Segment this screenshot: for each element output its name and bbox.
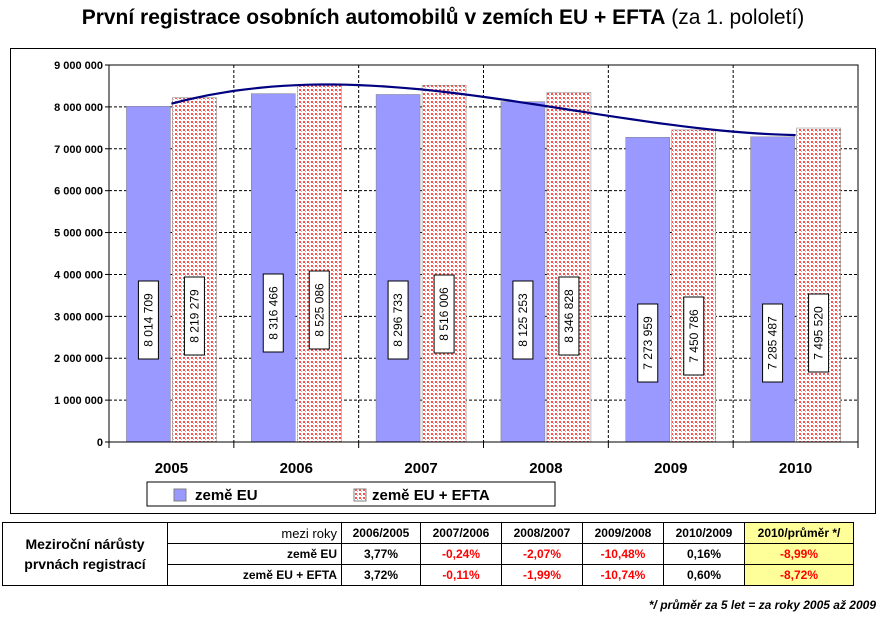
data-label: 8 346 828 — [562, 289, 576, 343]
data-label: 7 285 487 — [766, 316, 780, 370]
bar-eu-efta — [421, 85, 467, 443]
table-cell: 3,77% — [341, 543, 421, 565]
legend-label-eu-efta: země EU + EFTA — [372, 487, 490, 504]
header-mezi-roky: mezi roky — [167, 522, 342, 544]
col-header: 2007/2006 — [420, 522, 502, 544]
bar-eu — [375, 94, 421, 443]
bar-eu-efta — [172, 97, 217, 443]
table-cell: -0,11% — [420, 564, 502, 586]
data-label-box — [183, 276, 205, 356]
legend-swatch-eu — [173, 488, 187, 502]
data-label: 8 125 253 — [516, 293, 530, 347]
data-label-box — [387, 280, 409, 360]
y-tick-label: 6 000 000 — [54, 186, 103, 198]
bar-eu — [625, 137, 670, 443]
row-label: země EU — [167, 543, 342, 565]
bar-eu-efta — [546, 92, 592, 443]
data-label: 7 273 959 — [641, 316, 655, 370]
side-label-line1: Meziroční nárůsty — [25, 536, 145, 552]
x-tick-label: 2009 — [654, 460, 687, 477]
data-label: 8 219 279 — [187, 289, 201, 343]
row-label: země EU + EFTA — [167, 564, 342, 586]
y-tick-label: 9 000 000 — [54, 60, 103, 72]
y-tick-label: 8 000 000 — [54, 102, 103, 114]
table-cell: 3,72% — [341, 564, 421, 586]
bar-chart: 0 1 000 000 2 000 000 3 000 000 4 000 000 5 0… — [54, 60, 859, 507]
table-cell: -2,07% — [501, 543, 583, 565]
bar-eu-efta — [796, 127, 841, 443]
data-label-box — [137, 280, 159, 360]
table-cell: -0,24% — [420, 543, 502, 565]
col-header: 2010/2009 — [663, 522, 745, 544]
table-cell: -8,99% — [744, 543, 854, 565]
col-header: 2008/2007 — [501, 522, 583, 544]
table-cell: 0,16% — [663, 543, 745, 565]
bar-eu — [500, 101, 546, 443]
col-header: 2006/2005 — [341, 522, 421, 544]
y-tick-label: 3 000 000 — [54, 311, 103, 323]
data-label-box — [512, 280, 534, 360]
data-label-box — [433, 274, 455, 354]
data-label-box — [262, 273, 284, 353]
growth-table: Meziroční nárůsty prvnách registrací mez… — [2, 522, 854, 586]
data-label: 8 525 086 — [312, 283, 326, 337]
x-tick-label: 2010 — [779, 460, 812, 477]
y-tick-label: 2 000 000 — [54, 353, 103, 365]
data-label: 8 316 466 — [266, 286, 280, 340]
bar-eu — [126, 106, 171, 443]
table-cell: -8,72% — [744, 564, 854, 586]
legend-swatch-eu-efta — [353, 488, 367, 502]
chart-title-main: První registrace osobních automobilů v z… — [81, 6, 666, 29]
y-tick-label: 4 000 000 — [54, 269, 103, 281]
x-tick-label: 2008 — [529, 460, 562, 477]
x-tick-label: 2005 — [155, 460, 188, 477]
data-label: 8 296 733 — [391, 293, 405, 347]
legend-box — [146, 481, 556, 507]
data-label-box — [683, 296, 705, 376]
data-label-box — [308, 270, 330, 350]
data-label-box — [808, 293, 830, 373]
col-header: 2010/průměr */ — [744, 522, 854, 544]
footnote: */ průměr za 5 let = za roky 2005 až 200… — [648, 598, 876, 612]
chart-title: První registrace osobních automobilů v z… — [0, 6, 886, 30]
data-label-box — [637, 303, 659, 383]
data-label: 8 014 709 — [141, 293, 155, 347]
data-label: 8 516 006 — [437, 287, 451, 341]
data-label-box — [558, 276, 580, 356]
y-tick-label: 5 000 000 — [54, 228, 103, 240]
table-cell: -1,99% — [501, 564, 583, 586]
data-label-box — [762, 303, 784, 383]
y-tick-label: 1 000 000 — [54, 395, 103, 407]
y-tick-label: 0 — [97, 437, 103, 449]
data-label: 7 495 520 — [812, 306, 826, 360]
table-cell: -10,48% — [582, 543, 664, 565]
table-side-label: Meziroční nárůsty prvnách registrací — [2, 522, 168, 586]
bar-eu-efta — [671, 129, 716, 443]
table-cell: -10,74% — [582, 564, 664, 586]
x-tick-label: 2006 — [280, 460, 313, 477]
y-tick-label: 7 000 000 — [54, 144, 103, 156]
bar-eu — [251, 93, 296, 443]
chart-title-sub: (za 1. pololetí) — [671, 6, 805, 29]
legend-label-eu: země EU — [195, 487, 258, 504]
bar-eu — [750, 136, 795, 443]
side-label-line2: prvnách registrací — [24, 556, 146, 572]
bar-eu-efta — [297, 84, 342, 443]
data-label: 7 450 786 — [687, 309, 701, 363]
col-header: 2009/2008 — [582, 522, 664, 544]
x-tick-label: 2007 — [404, 460, 437, 477]
trendline — [171, 83, 796, 137]
table-cell: 0,60% — [663, 564, 745, 586]
chart-frame: 0 1 000 000 2 000 000 3 000 000 4 000 000 5 0… — [10, 48, 876, 514]
